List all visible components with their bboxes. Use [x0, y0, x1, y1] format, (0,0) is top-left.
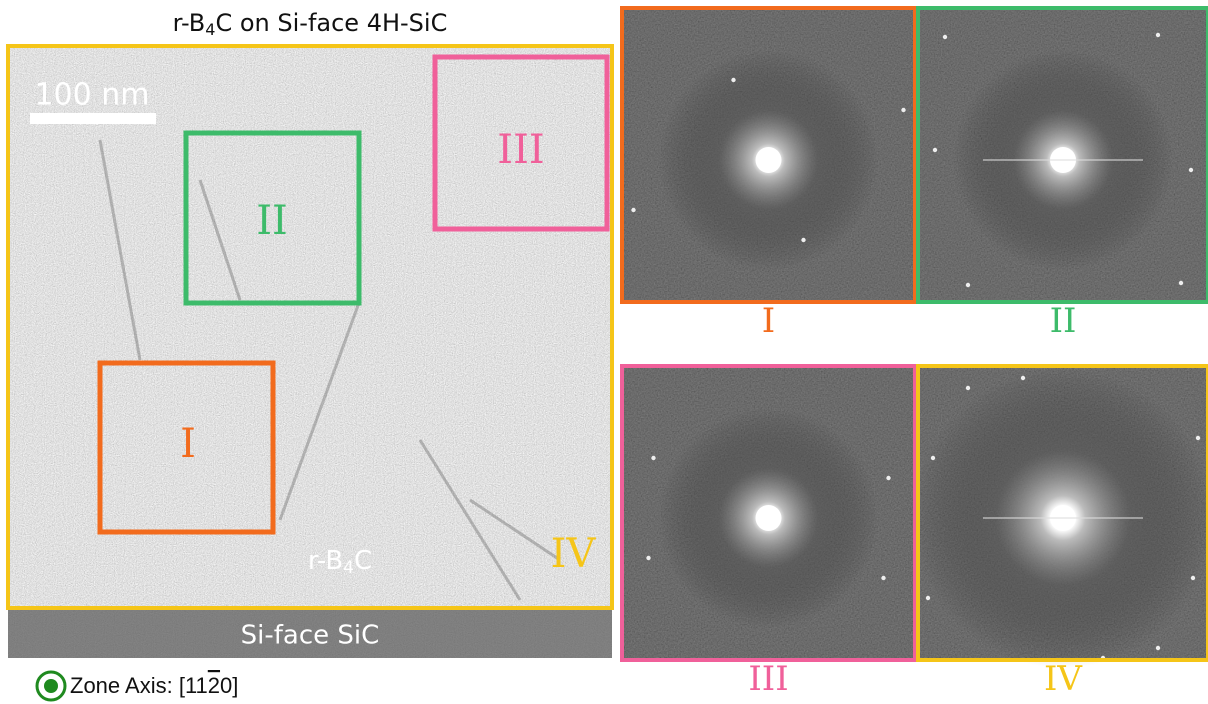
region-label: III [497, 127, 544, 173]
fft-spot [966, 386, 970, 390]
fft-spot [1189, 168, 1193, 172]
fft-spot [651, 456, 655, 460]
fft-center [756, 505, 782, 531]
figure: r-B4C on Si-face 4H-SiC 100 nm III II I … [0, 0, 1208, 704]
fft-spot [901, 108, 905, 112]
fft-spot [926, 596, 930, 600]
substrate-label: Si-face SiC [241, 621, 380, 651]
fft-spot [881, 576, 885, 580]
fft-spot [886, 476, 890, 480]
fft-caption: III [748, 659, 788, 699]
scale-bar [30, 113, 156, 124]
fft-spot [1179, 281, 1183, 285]
fft-center [756, 147, 782, 173]
scale-bar-label: 100 nm [34, 78, 149, 113]
fft-spot [933, 148, 937, 152]
film-label: r-B4C [308, 546, 372, 579]
fft-caption: II [1050, 301, 1077, 341]
title: r-B4C on Si-face 4H-SiC [173, 9, 448, 39]
fft-caption: I [762, 301, 775, 341]
fft-spot [1196, 436, 1200, 440]
fft-spot [631, 208, 635, 212]
fft-spot [731, 78, 735, 82]
zone-axis-icon-dot [44, 679, 58, 693]
fft-spot [1191, 576, 1195, 580]
region-label: IV [551, 531, 597, 577]
fft-spot [931, 456, 935, 460]
fft-spot [1156, 33, 1160, 37]
fft-spot [966, 283, 970, 287]
fft-spot [943, 35, 947, 39]
fft-spot [646, 556, 650, 560]
fft-spot [1156, 646, 1160, 650]
region-label: I [180, 421, 196, 467]
fft-spot [1021, 376, 1025, 380]
fft-caption: IV [1044, 659, 1083, 699]
zone-axis-label: Zone Axis: [1120] [70, 673, 238, 698]
fft-spot [801, 238, 805, 242]
region-label: II [256, 198, 288, 244]
